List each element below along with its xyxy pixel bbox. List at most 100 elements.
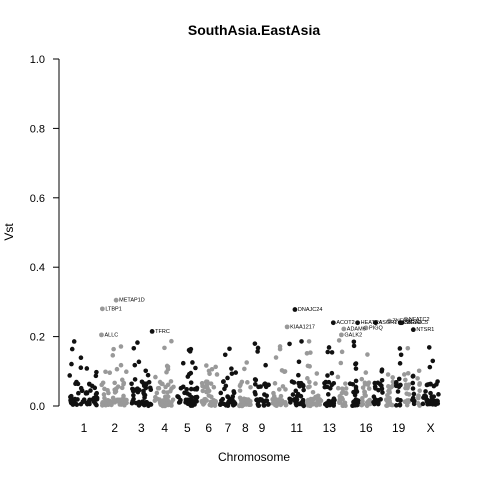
snp-point <box>296 380 301 386</box>
snp-point <box>331 380 337 386</box>
snp-point <box>397 403 403 408</box>
x-axis-label: Chromosome <box>218 450 290 464</box>
gene-label: LTBP1 <box>105 306 121 312</box>
snp-point <box>141 390 146 396</box>
snp-point <box>129 381 134 387</box>
snp-point <box>91 398 97 404</box>
snp-point <box>410 373 416 379</box>
chromosome-label: 16 <box>359 421 373 435</box>
snp-point <box>263 398 269 403</box>
snp-point <box>180 360 186 366</box>
gene-label: ASGR1 <box>379 320 398 326</box>
snp-point <box>310 389 316 395</box>
snp-point <box>131 392 136 398</box>
snp-point <box>213 364 218 370</box>
snp-point <box>160 403 166 409</box>
snp-point <box>300 400 306 406</box>
snp-point <box>67 373 73 378</box>
snp-point <box>101 392 107 397</box>
snp-point <box>206 388 212 394</box>
y-tick-label: 0.2 <box>30 332 45 344</box>
snp-point <box>288 400 293 405</box>
snp-point <box>169 338 174 344</box>
snp-point <box>347 381 353 387</box>
snp-point <box>161 389 167 395</box>
snp-point <box>266 401 271 407</box>
snp-point <box>420 401 426 407</box>
snp-point <box>362 392 368 397</box>
snp-point <box>367 400 372 406</box>
snp-point <box>430 358 436 364</box>
snp-point <box>307 379 312 385</box>
snp-point <box>353 387 359 392</box>
snp-point <box>135 386 140 391</box>
chromosome-label: X <box>427 421 435 435</box>
snp-point <box>68 393 74 399</box>
gene-label: METAP1D <box>119 298 145 304</box>
highlighted-snp-point <box>410 327 416 333</box>
snp-point <box>325 349 331 355</box>
snp-point <box>233 370 239 375</box>
snp-point <box>248 385 253 390</box>
snp-point <box>111 346 116 352</box>
chromosome-label: 9 <box>259 421 266 435</box>
snp-point <box>366 386 372 391</box>
snp-point <box>396 384 402 390</box>
snp-point <box>225 375 230 381</box>
highlighted-snp-point <box>373 320 378 326</box>
snp-point <box>422 393 427 399</box>
snp-point <box>118 362 124 368</box>
snp-point <box>94 395 100 401</box>
snp-point <box>379 367 385 373</box>
snp-point <box>223 383 229 389</box>
snp-point <box>398 352 404 358</box>
y-tick-label: 0.4 <box>30 262 45 274</box>
snp-point <box>71 339 77 344</box>
chromosome-label: 7 <box>225 421 232 435</box>
snp-point <box>146 379 152 385</box>
snp-point <box>351 343 357 349</box>
snp-point <box>199 399 204 404</box>
snp-point <box>257 397 263 402</box>
snp-point <box>155 396 160 402</box>
snp-point <box>111 397 117 403</box>
snp-point <box>78 355 84 361</box>
snp-point <box>304 351 310 356</box>
snp-point <box>93 373 99 379</box>
highlighted-snp-point <box>113 297 119 303</box>
snp-point <box>280 384 286 389</box>
snp-point <box>220 396 226 402</box>
snp-point <box>194 395 200 400</box>
snp-point <box>86 399 92 404</box>
snp-point <box>256 384 261 390</box>
snp-point <box>352 403 358 408</box>
snp-point <box>359 376 365 382</box>
gene-label: LILRA3 <box>403 320 421 326</box>
snp-point <box>143 368 149 374</box>
snp-point <box>272 396 278 401</box>
snp-point <box>194 399 199 404</box>
gene-label: ALLC <box>104 332 118 338</box>
snp-point <box>102 399 108 405</box>
snp-point <box>187 392 192 398</box>
snp-point <box>73 381 78 387</box>
snp-point <box>394 403 399 408</box>
snp-point <box>313 381 318 386</box>
snp-point <box>353 378 359 384</box>
snp-point <box>119 385 125 391</box>
snp-point <box>130 398 135 404</box>
snp-point <box>222 352 228 358</box>
snp-point <box>102 395 107 401</box>
snp-point <box>293 388 299 394</box>
snp-point <box>312 401 317 407</box>
snp-point <box>121 393 126 399</box>
highlighted-snp-point <box>99 332 104 338</box>
snp-point <box>255 349 260 354</box>
snp-point <box>188 380 194 385</box>
snp-point <box>276 387 282 392</box>
snp-point <box>190 360 195 365</box>
snp-point <box>89 383 95 389</box>
snp-point <box>325 373 330 378</box>
snp-point <box>353 361 359 366</box>
snp-point <box>178 385 184 391</box>
